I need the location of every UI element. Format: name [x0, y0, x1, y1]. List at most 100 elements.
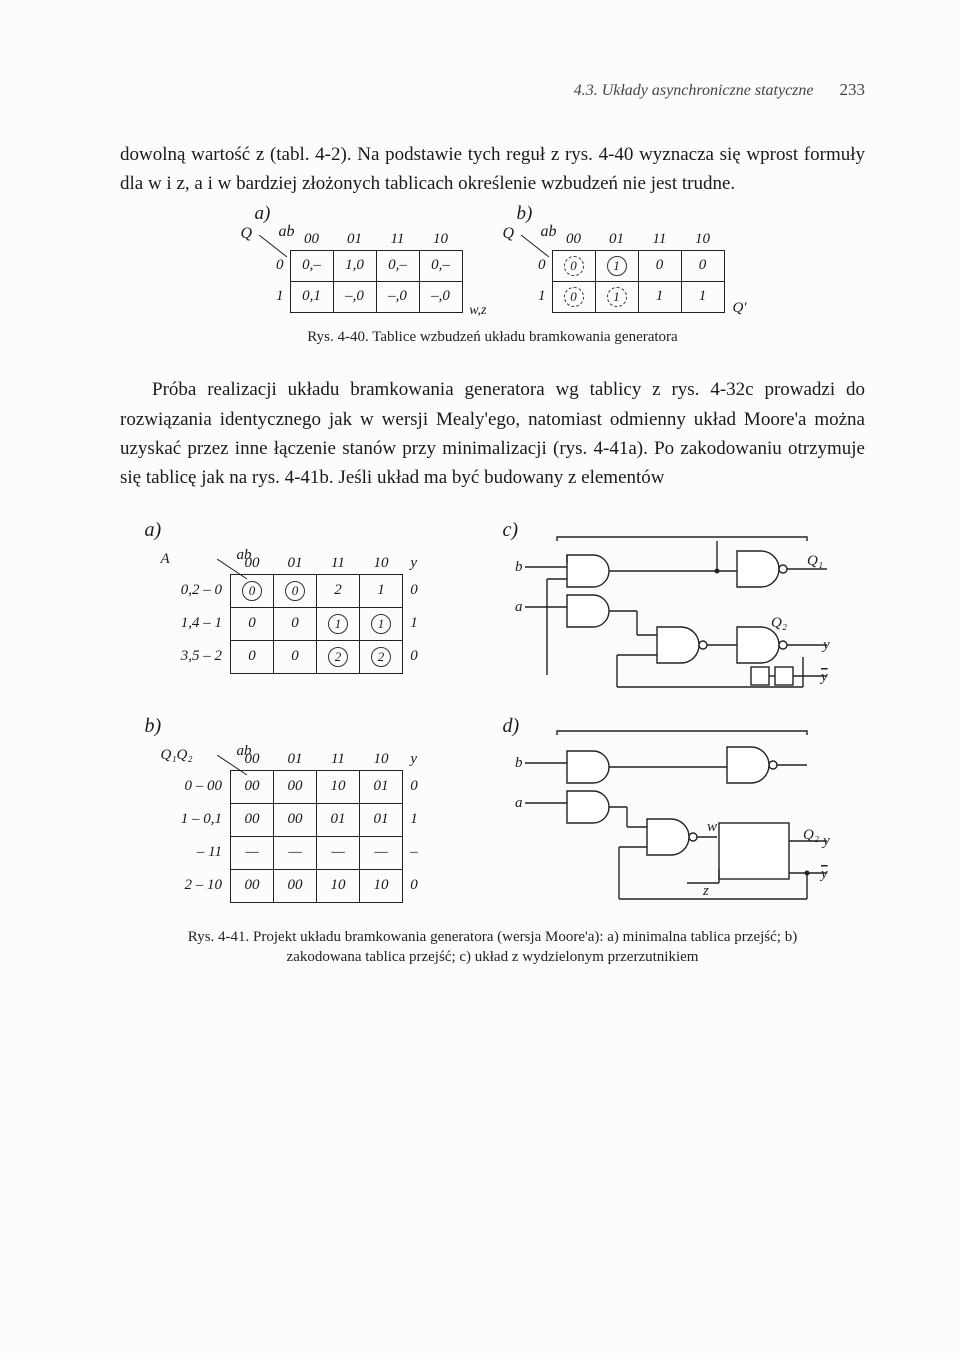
- svg-text:y: y: [819, 669, 828, 685]
- panel-label: d): [503, 715, 520, 738]
- cell: 0: [552, 281, 595, 312]
- figure-4-40: a) Q ab 00 01 11 10 0 0,– 1,0 0,–: [120, 223, 865, 313]
- svg-text:b: b: [515, 755, 523, 771]
- col: 01: [333, 229, 376, 251]
- corner-label: w,z: [469, 303, 486, 319]
- fig440-caption: Rys. 4-40. Tablice wzbudzeń układu bramk…: [160, 327, 825, 347]
- cell: 01: [317, 803, 360, 836]
- cell: –,0: [376, 281, 419, 312]
- cell: 0: [274, 574, 317, 607]
- cell: –,0: [419, 281, 462, 312]
- panel-label-b: b): [517, 203, 533, 225]
- rowlabel: 2 – 10: [159, 869, 231, 902]
- panel-label-a: a): [255, 203, 271, 225]
- fig440-table-a: a) Q ab 00 01 11 10 0 0,– 1,0 0,–: [261, 229, 463, 313]
- cell: 00: [274, 869, 317, 902]
- paragraph-2: Próba realizacji układu bramkowania gene…: [120, 375, 865, 493]
- svg-text:b: b: [515, 559, 523, 575]
- cell: 1: [360, 574, 403, 607]
- col: 11: [317, 553, 360, 575]
- col: 10: [681, 229, 724, 251]
- svg-text:a: a: [515, 599, 523, 615]
- ycell: 0: [403, 574, 426, 607]
- cell: 0: [231, 607, 274, 640]
- col: 01: [274, 749, 317, 771]
- col: 01: [595, 229, 638, 251]
- diag-line: [217, 755, 251, 779]
- panel-label: a): [145, 519, 162, 542]
- cell: 0: [231, 640, 274, 673]
- fig441-panel-d: d) b a w: [507, 723, 837, 913]
- cell: 2: [360, 640, 403, 673]
- panel-label: c): [503, 519, 519, 542]
- cell: 1: [638, 281, 681, 312]
- cell: 2: [317, 640, 360, 673]
- fig441-caption: Rys. 4-41. Projekt układu bramkowania ge…: [160, 927, 825, 968]
- page: { "header": { "section": "4.3. Układy as…: [0, 0, 960, 1359]
- ycell: 1: [403, 607, 426, 640]
- svg-text:y: y: [821, 833, 830, 849]
- cell: 01: [360, 803, 403, 836]
- cell: —: [231, 836, 274, 869]
- cell: 1: [360, 607, 403, 640]
- figure-4-41: a) A ab 00 01 11 10 y: [120, 517, 865, 913]
- col: 00: [290, 229, 333, 251]
- cell: 0: [274, 607, 317, 640]
- fig441-panel-b: b) Q₁Q₂ ab 00 01 11 10 y: [149, 723, 469, 913]
- svg-text:y: y: [821, 637, 830, 653]
- page-number: 233: [840, 80, 866, 99]
- rowlabel: 1,4 – 1: [159, 607, 231, 640]
- cell: 1: [595, 250, 638, 281]
- cell: 0: [274, 640, 317, 673]
- cell: —: [360, 836, 403, 869]
- ycol: y: [403, 749, 426, 771]
- cell: 0,–: [376, 250, 419, 281]
- cell: 1: [317, 607, 360, 640]
- cell: 1: [681, 281, 724, 312]
- circuit-c: b a Q₁: [507, 527, 837, 697]
- rowvar: Q: [503, 225, 515, 243]
- cell: 1: [595, 281, 638, 312]
- ycell: 1: [403, 803, 426, 836]
- diag-line: [217, 559, 251, 583]
- rowvar: Q: [241, 225, 253, 243]
- fig440-table-b: b) Q ab 00 01 11 10 0 0 1 0: [523, 229, 725, 313]
- cell: 0: [638, 250, 681, 281]
- svg-text:a: a: [515, 795, 523, 811]
- col: 11: [376, 229, 419, 251]
- col: 01: [274, 553, 317, 575]
- ycell: 0: [403, 640, 426, 673]
- svg-text:y: y: [819, 866, 828, 882]
- rowlabel: 1: [261, 281, 291, 312]
- col: 11: [317, 749, 360, 771]
- ycell: 0: [403, 770, 426, 803]
- cell: 1,0: [333, 250, 376, 281]
- diag-line: [259, 235, 289, 259]
- diag-line: [521, 235, 551, 259]
- paragraph-1: dowolną wartość z (tabl. 4-2). Na podsta…: [120, 140, 865, 199]
- col: 10: [360, 553, 403, 575]
- cell: 00: [231, 869, 274, 902]
- svg-text:w: w: [707, 819, 717, 835]
- col: 11: [638, 229, 681, 251]
- ycell: –: [403, 836, 426, 869]
- cell: 01: [360, 770, 403, 803]
- svg-text:Q₂: Q₂: [771, 615, 787, 631]
- col: 10: [360, 749, 403, 771]
- rowvar: Q₁Q₂: [161, 747, 193, 764]
- svg-text:z: z: [702, 883, 709, 899]
- panel-label: b): [145, 715, 162, 738]
- cell: 10: [317, 770, 360, 803]
- cell: 2: [317, 574, 360, 607]
- section-title: 4.3. Układy asynchroniczne statyczne: [574, 82, 814, 99]
- col: 10: [419, 229, 462, 251]
- rowlabel: – 11: [159, 836, 231, 869]
- col: 00: [552, 229, 595, 251]
- fig441-panel-c: c) b a Q₁: [507, 527, 837, 697]
- cell: —: [317, 836, 360, 869]
- ycell: 0: [403, 869, 426, 902]
- cell: 00: [274, 770, 317, 803]
- cell: 0,1: [290, 281, 333, 312]
- svg-text:Q₁: Q₁: [807, 553, 823, 569]
- cell: 00: [274, 803, 317, 836]
